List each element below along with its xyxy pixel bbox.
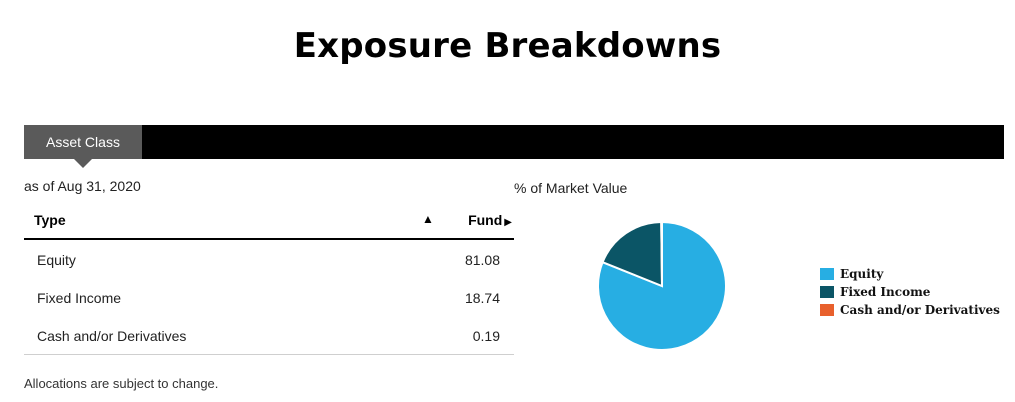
- legend-swatch: [820, 286, 834, 298]
- legend-label: Cash and/or Derivatives: [840, 303, 1000, 317]
- sort-ascending-icon[interactable]: ▲: [422, 212, 434, 226]
- row-type: Cash and/or Derivatives: [37, 328, 187, 344]
- table-header: Type ▲ Fund ▶: [24, 202, 514, 240]
- footnote: Allocations are subject to change.: [24, 376, 219, 391]
- table-bottom-border: [24, 354, 514, 355]
- exposure-table: Type ▲ Fund ▶ Equity 81.08 Fixed Income 1…: [24, 202, 514, 355]
- table-row: Equity 81.08: [24, 240, 514, 278]
- table-row: Fixed Income 18.74: [24, 278, 514, 316]
- row-type: Fixed Income: [37, 290, 122, 306]
- column-header-type[interactable]: Type: [34, 212, 66, 228]
- chart-caption: % of Market Value: [514, 180, 628, 196]
- as-of-date: as of Aug 31, 2020: [24, 178, 141, 194]
- pie-slice-fixed-income[interactable]: [601, 220, 664, 288]
- tab-active-pointer: [74, 159, 92, 168]
- pie-chart: [597, 220, 727, 351]
- pie-slice-cash-and-or-derivatives[interactable]: [660, 220, 663, 287]
- row-type: Equity: [37, 252, 76, 268]
- column-header-fund-label: Fund: [468, 212, 503, 228]
- legend-swatch: [820, 268, 834, 280]
- row-fund-value: 18.74: [464, 290, 500, 306]
- caret-right-icon: ▶: [504, 217, 512, 228]
- tab-asset-class[interactable]: Asset Class: [24, 125, 142, 159]
- legend-label: Equity: [840, 267, 884, 281]
- row-fund-value: 0.19: [472, 328, 500, 344]
- legend-label: Fixed Income: [840, 285, 931, 299]
- page-title: Exposure Breakdowns: [293, 26, 722, 66]
- row-fund-value: 81.08: [464, 252, 500, 268]
- column-header-fund[interactable]: Fund ▶: [468, 212, 512, 228]
- tab-bar: Asset Class: [24, 125, 1004, 168]
- table-row: Cash and/or Derivatives 0.19: [24, 316, 514, 354]
- legend-swatch: [820, 304, 834, 316]
